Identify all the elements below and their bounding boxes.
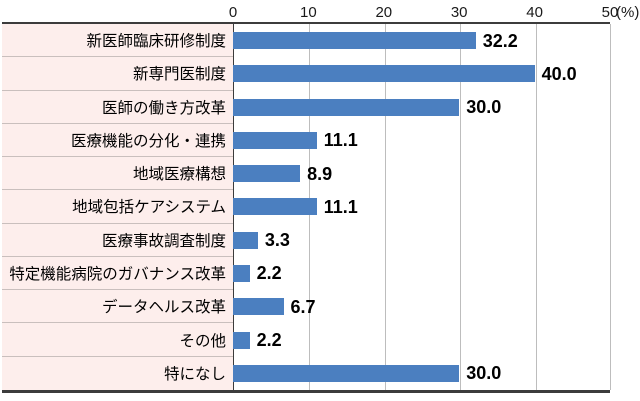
value-label: 3.3	[264, 230, 290, 251]
value-label: 11.1	[323, 130, 358, 151]
value-label: 32.2	[482, 30, 518, 51]
bar-track: 40.0	[233, 57, 610, 90]
chart-row: 新医師臨床研修制度 32.2	[2, 24, 610, 58]
chart-row: その他 2.2	[2, 323, 610, 357]
gridline	[460, 24, 462, 390]
value-label: 2.2	[256, 330, 282, 351]
value-label: 6.7	[290, 296, 316, 317]
value-label: 11.1	[323, 196, 358, 217]
gridline	[384, 24, 386, 390]
value-label: 2.2	[256, 263, 282, 284]
x-axis-tick-label: 10	[300, 4, 317, 21]
x-axis-tick-label: 50	[601, 4, 619, 21]
bar-track: 30.0	[233, 357, 610, 390]
chart-row: 医師の働き方改革 30.0	[2, 90, 610, 124]
category-label: 特定機能病院のガバナンス改革	[2, 256, 233, 291]
chart-row: 特になし 30.0	[2, 356, 610, 390]
category-label: 新医師臨床研修制度	[2, 24, 233, 58]
bar	[233, 331, 250, 349]
x-axis: (%) 0 10 20 30 40 50	[0, 0, 640, 22]
category-label: 新専門医制度	[2, 57, 233, 91]
chart-row: 医療事故調査制度 3.3	[2, 223, 610, 257]
bar-track: 2.2	[233, 323, 610, 356]
bar	[233, 32, 476, 50]
bar-track: 6.7	[233, 290, 610, 323]
x-axis-tick-label: 40	[526, 4, 543, 21]
category-label: 地域医療構想	[2, 157, 233, 191]
category-label: データヘルス改革	[2, 290, 233, 324]
chart-row: 医療機能の分化・連携 11.1	[2, 123, 610, 158]
chart-body: 新医師臨床研修制度 32.2 新専門医制度 40.0 医師の働き方改革 30.0 医療機能の…	[2, 22, 611, 393]
category-label: 特になし	[2, 356, 233, 390]
x-axis-tick-label: 0	[228, 4, 238, 21]
category-label: 医師の働き方改革	[2, 90, 233, 124]
chart-row: 新専門医制度 40.0	[2, 57, 610, 91]
x-axis-tick-label: 20	[375, 4, 393, 21]
bar	[233, 198, 317, 216]
bar	[233, 364, 460, 382]
bar-track: 2.2	[233, 257, 610, 290]
category-label: その他	[2, 323, 233, 357]
category-label: 医療機能の分化・連携	[2, 123, 233, 158]
bar	[233, 131, 317, 149]
bar	[233, 98, 460, 116]
chart-row: データヘルス改革 6.7	[2, 290, 610, 324]
bar	[233, 65, 535, 83]
value-label: 30.0	[466, 363, 502, 384]
gridline	[610, 24, 611, 390]
category-label: 医療事故調査制度	[2, 223, 233, 257]
bar-track: 11.1	[233, 124, 610, 157]
value-label: 40.0	[541, 63, 577, 84]
bar	[233, 298, 284, 316]
bar-track: 3.3	[233, 224, 610, 257]
category-label: 地域包括ケアシステム	[2, 190, 233, 224]
bar	[233, 231, 258, 249]
value-label: 8.9	[307, 163, 333, 184]
chart-rows: 新医師臨床研修制度 32.2 新専門医制度 40.0 医師の働き方改革 30.0 医療機能の…	[2, 24, 610, 390]
value-label: 30.0	[466, 97, 502, 118]
gridline	[535, 24, 537, 390]
chart-row: 地域包括ケアシステム 11.1	[2, 190, 610, 224]
chart-row: 特定機能病院のガバナンス改革 2.2	[2, 256, 610, 291]
chart-row: 地域医療構想 8.9	[2, 157, 610, 191]
bar-track: 32.2	[233, 24, 610, 57]
x-axis-tick-label: 30	[450, 4, 468, 21]
bar	[233, 264, 250, 282]
bar-track: 8.9	[233, 157, 610, 190]
bar-track: 11.1	[233, 190, 610, 223]
bar-track: 30.0	[233, 91, 610, 124]
x-axis-unit-label: (%)	[616, 4, 640, 21]
bar	[233, 165, 301, 183]
